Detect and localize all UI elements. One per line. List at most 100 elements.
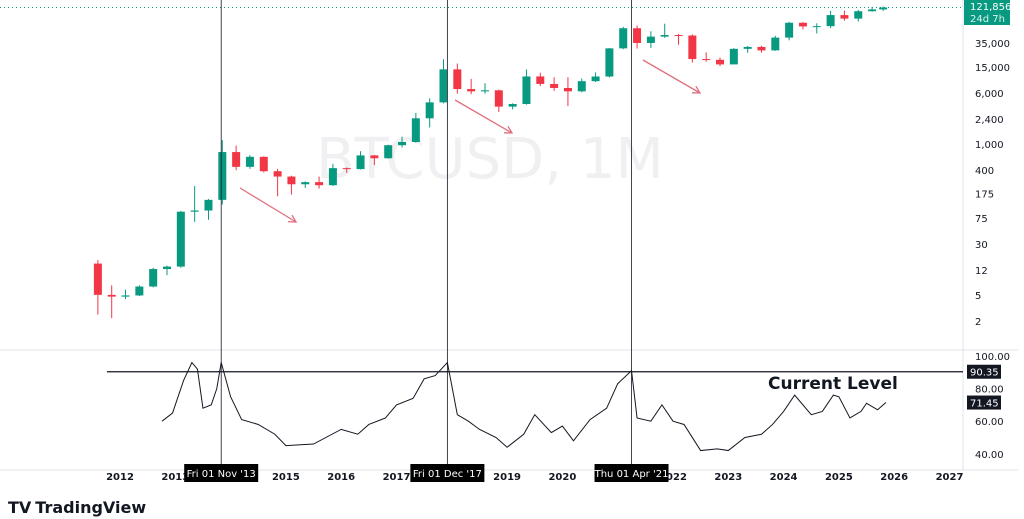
candle-body (702, 59, 711, 61)
candle (591, 72, 600, 82)
price-tick-label: 12 (975, 266, 988, 277)
candle (605, 48, 614, 78)
candle (425, 98, 434, 128)
candle-body (577, 81, 586, 92)
candle (356, 151, 365, 170)
time-tick-label: 2016 (327, 472, 355, 483)
time-axis[interactable]: 2012 2013 2015 2016 2017 2019 2020 2022 2023 2024… (106, 0, 963, 483)
candle (163, 265, 172, 276)
candle (384, 144, 393, 159)
candle-body (826, 15, 835, 27)
candle-body (550, 83, 559, 88)
candle-body (301, 182, 310, 185)
candle (259, 156, 268, 173)
candle (149, 267, 158, 288)
candle (107, 285, 116, 319)
rsi-pane: 100.00 80.00 60.00 40.00 90.35 71.45 (107, 352, 1010, 461)
candle-body (190, 210, 199, 212)
candle (798, 22, 807, 30)
candle-body (135, 286, 144, 296)
candle-body (840, 15, 849, 19)
crosshair-date-label: Fri 01 Nov '13 (187, 469, 256, 480)
trend-arrows (239, 59, 702, 223)
candle (646, 31, 655, 49)
downtrend-arrow-icon (239, 187, 298, 223)
candle-body (398, 141, 407, 146)
crosshair-date-badge (410, 464, 485, 482)
crosshair-date-label: Thu 01 Apr '21 (594, 469, 669, 480)
candle (757, 45, 766, 53)
candle-body (688, 35, 697, 60)
candle-body (342, 168, 351, 170)
candle (508, 103, 517, 110)
candle (785, 21, 794, 41)
candle-body (868, 9, 877, 12)
candle (826, 10, 835, 29)
rsi-line (161, 361, 887, 452)
candle (204, 199, 213, 220)
rsi-level-badge-label: 90.35 (970, 368, 999, 379)
candle-body (287, 176, 296, 185)
current-price-badge (964, 0, 1010, 25)
candle-body (467, 89, 476, 92)
candle-body (453, 69, 462, 90)
price-tick-label: 6,000 (975, 89, 1004, 100)
price-tick-label: 35,000 (975, 39, 1010, 50)
candle-body (771, 37, 780, 51)
candle (550, 77, 559, 91)
rsi-tick-label: 60.00 (975, 417, 1004, 428)
candle (273, 168, 282, 197)
candle (854, 9, 863, 22)
candle (633, 25, 642, 49)
time-tick-label: 2022 (659, 472, 687, 483)
candle-body (646, 36, 655, 43)
candle (232, 145, 241, 171)
candle-body (563, 87, 572, 92)
tradingview-logo-icon: 𝗧𝗩 (8, 498, 32, 517)
candle-body (812, 26, 821, 28)
candle-body (245, 156, 254, 167)
candle (176, 211, 185, 268)
time-tick-label: 2023 (714, 472, 742, 483)
price-tick-label: 2,400 (975, 115, 1004, 126)
candle-body (798, 22, 807, 27)
time-tick-label: 2019 (493, 472, 521, 483)
candle-body (743, 46, 752, 49)
candle-body (536, 76, 545, 84)
candle-body (107, 294, 116, 297)
candle (398, 136, 407, 148)
candle (190, 185, 199, 222)
candle (879, 6, 888, 11)
rsi-tick-label: 100.00 (975, 352, 1010, 363)
candle (328, 163, 337, 186)
rsi-current-badge (967, 395, 1001, 410)
crosshair-date-label: Fri 01 Dec '17 (413, 469, 482, 480)
time-tick-label: 2017 (383, 472, 411, 483)
price-tick-label: 30 (975, 240, 988, 251)
candle (315, 176, 324, 189)
rsi-tick-label: 80.00 (975, 385, 1004, 396)
crosshair-date-badge (594, 464, 669, 482)
candle-body (674, 35, 683, 37)
candle (494, 89, 503, 112)
candles (93, 6, 888, 319)
time-tick-label: 2026 (880, 472, 908, 483)
candle (480, 83, 489, 94)
candle (702, 52, 711, 62)
rsi-current-badge-label: 71.45 (970, 399, 999, 410)
price-tick-label: 75 (975, 214, 988, 225)
price-axis[interactable]: 35,000 15,000 6,000 2,400 1,000 400 175 75 30 12 5… (964, 0, 1011, 328)
candle-body (149, 269, 158, 287)
candle-body (785, 22, 794, 38)
tradingview-logo[interactable]: 𝗧𝗩 TradingView (8, 498, 146, 517)
price-tick-label: 1,000 (975, 140, 1004, 151)
candle-body (439, 69, 448, 103)
candle (287, 175, 296, 195)
candle-body (716, 59, 725, 65)
candle-body (591, 76, 600, 82)
candle (674, 33, 683, 45)
candle-body (480, 90, 489, 92)
candle-body (232, 152, 241, 167)
candle (370, 155, 379, 166)
